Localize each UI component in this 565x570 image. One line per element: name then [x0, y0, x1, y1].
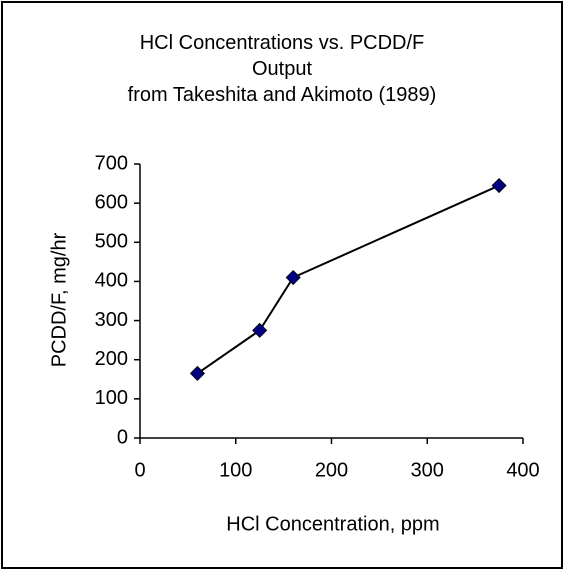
y-tick-label: 100: [95, 387, 128, 409]
y-tick-label: 600: [95, 191, 128, 213]
chart-subtitle: from Takeshita and Akimoto (1989): [127, 84, 437, 106]
data-point: [491, 177, 507, 194]
chart-title: HCl Concentrations vs. PCDD/F Output: [139, 32, 425, 80]
x-tick-label: 300: [411, 459, 444, 481]
data-point: [189, 365, 206, 381]
y-tick-label: 0: [117, 426, 128, 448]
x-axis-label: HCl Concentration, ppm: [226, 513, 439, 535]
x-tick-label: 400: [506, 459, 539, 481]
y-tick-label: 400: [95, 270, 128, 292]
y-axis-label: PCDD/F, mg/hr: [48, 232, 70, 367]
data-point: [285, 269, 301, 286]
x-tick-label: 100: [219, 459, 252, 481]
x-tick-label: 0: [134, 459, 145, 481]
y-tick-label: 700: [95, 152, 128, 174]
y-tick-label: 200: [95, 348, 128, 370]
y-tick-label: 300: [95, 309, 128, 331]
x-tick-label: 200: [315, 459, 348, 481]
data-point: [252, 322, 268, 338]
y-tick-label: 500: [95, 231, 128, 253]
data-line: [196, 184, 500, 375]
